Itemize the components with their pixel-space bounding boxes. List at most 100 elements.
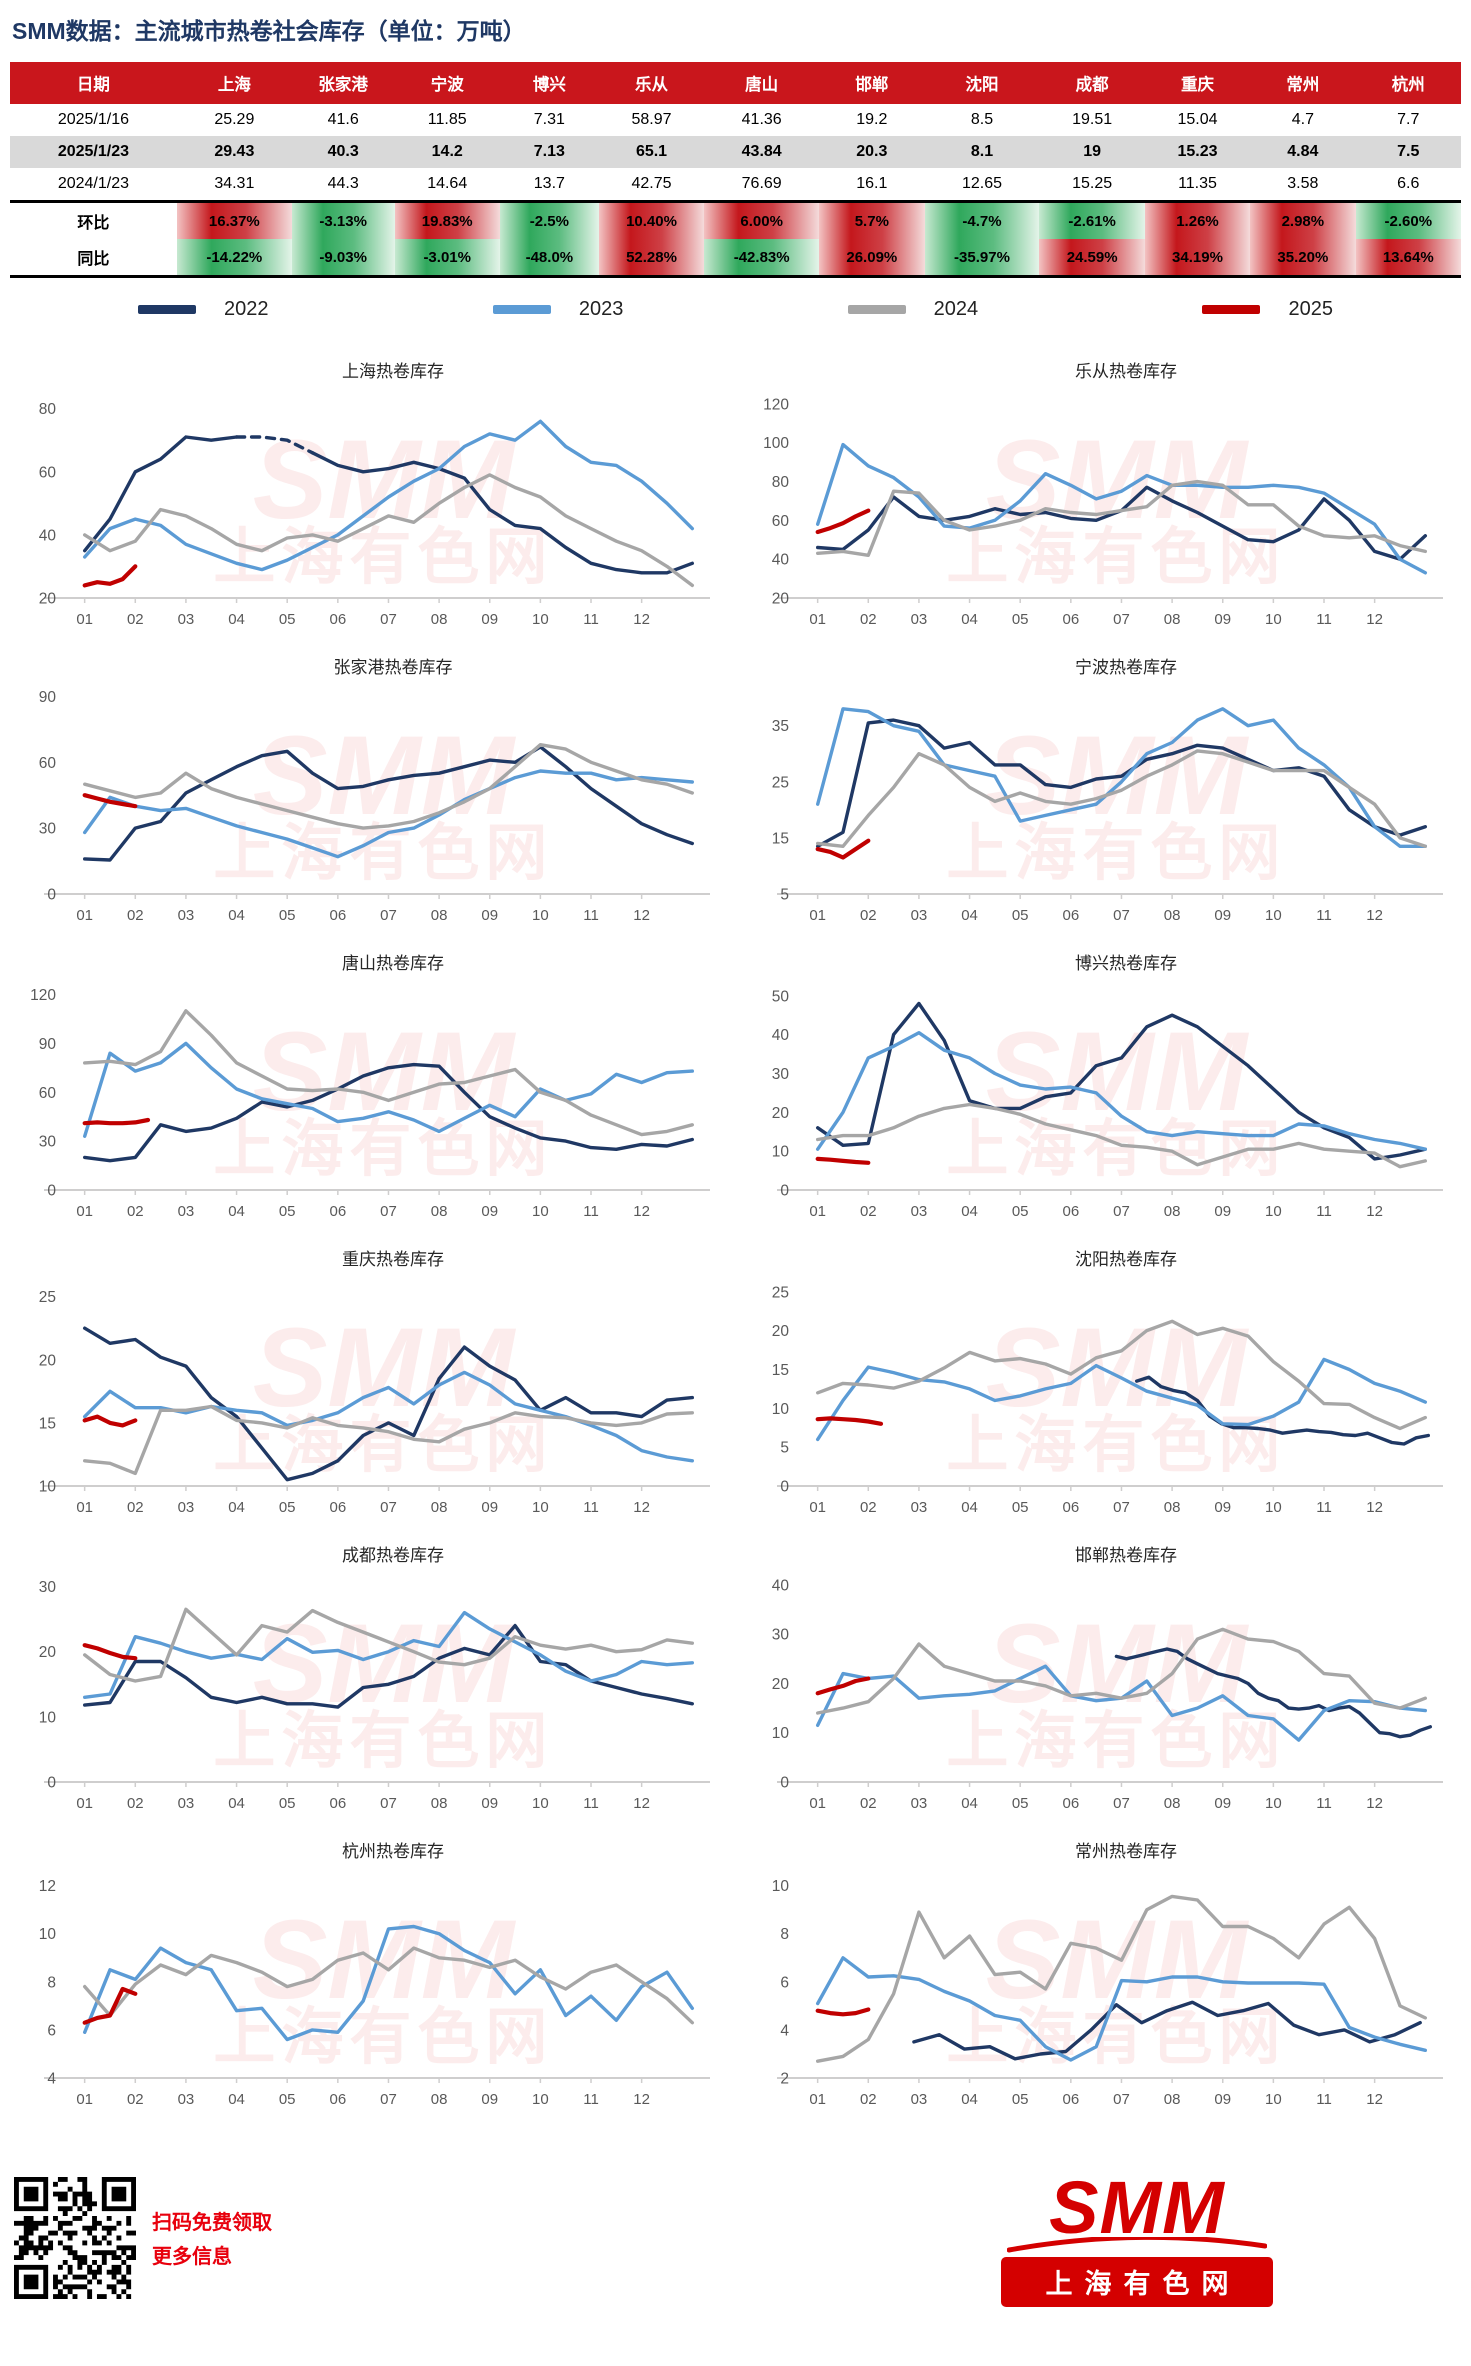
- svg-text:02: 02: [860, 2091, 877, 2108]
- svg-text:07: 07: [380, 1499, 397, 1516]
- chart-重庆热卷库存: SMM 上海有色网 重庆热卷库存 10 15 20 25 01 02 03 04 05 06 07 08 09…: [10, 1239, 728, 1535]
- pct-cell: 1.26%: [1144, 200, 1251, 239]
- value-cell: 15.25: [1072, 175, 1113, 192]
- svg-text:0: 0: [47, 1183, 56, 1200]
- svg-text:07: 07: [1113, 611, 1130, 628]
- svg-text:12: 12: [1366, 1203, 1383, 1220]
- table-body: 2025/1/16 25.29 41.6 11.85 7.31 58.97 41.36 19.…: [10, 104, 1461, 278]
- column-header: 常州: [1250, 62, 1356, 104]
- svg-text:120: 120: [763, 396, 789, 413]
- svg-text:10: 10: [1265, 1795, 1282, 1812]
- svg-text:4: 4: [47, 2071, 56, 2088]
- svg-text:04: 04: [961, 907, 978, 924]
- svg-text:07: 07: [1113, 907, 1130, 924]
- svg-text:20: 20: [39, 1644, 57, 1661]
- svg-text:07: 07: [380, 2091, 397, 2108]
- svg-text:03: 03: [178, 1795, 195, 1812]
- value-cell: 29.43: [176, 136, 292, 168]
- svg-text:01: 01: [76, 1499, 93, 1516]
- legend-item-2025: 2025: [1202, 298, 1333, 321]
- svg-text:10: 10: [1265, 907, 1282, 924]
- chart-canvas: 20 40 60 80 100 120 01 02 03 04 05 06 07 08 09 10 11 12: [763, 396, 1443, 628]
- svg-text:02: 02: [860, 1203, 877, 1220]
- svg-text:5: 5: [780, 1440, 789, 1457]
- svg-text:09: 09: [1214, 611, 1231, 628]
- svg-text:100: 100: [763, 435, 789, 452]
- svg-text:12: 12: [633, 907, 650, 924]
- svg-text:12: 12: [1366, 1795, 1383, 1812]
- chart-title: 宁波热卷库存: [1075, 658, 1177, 677]
- svg-text:30: 30: [772, 1066, 790, 1083]
- svg-text:10: 10: [1265, 1203, 1282, 1220]
- pct-cell: -14.22%: [176, 239, 292, 278]
- svg-text:10: 10: [39, 1479, 57, 1496]
- svg-text:60: 60: [39, 464, 57, 481]
- qr-caption-line1: 扫码免费领取: [152, 2212, 272, 2235]
- svg-text:09: 09: [481, 2091, 498, 2108]
- date-cell: 2025/1/23: [10, 136, 177, 168]
- table-row: 2025/1/16 25.29 41.6 11.85 7.31 58.97 41.36 19.…: [10, 104, 1461, 136]
- svg-text:05: 05: [1012, 611, 1029, 628]
- svg-text:60: 60: [39, 1085, 57, 1102]
- svg-text:08: 08: [431, 907, 448, 924]
- svg-text:03: 03: [911, 2091, 928, 2108]
- legend-swatch-icon: [1202, 305, 1261, 314]
- svg-text:10: 10: [532, 907, 549, 924]
- svg-text:08: 08: [1164, 611, 1181, 628]
- svg-text:09: 09: [481, 1795, 498, 1812]
- qr-path: [14, 2176, 136, 2299]
- chart-唐山热卷库存: SMM 上海有色网 唐山热卷库存 0 30 60 90 120 01 02 03 04 05 06 07 08…: [10, 943, 728, 1239]
- smm-logo-subtext: 上海有色网: [1001, 2257, 1273, 2308]
- column-header: 张家港: [291, 62, 395, 104]
- column-header: 唐山: [704, 62, 820, 104]
- pct-cell: -9.03%: [291, 239, 395, 278]
- svg-text:03: 03: [911, 1499, 928, 1516]
- chart-常州热卷库存: SMM 上海有色网 常州热卷库存 2 4 6 8 10 01 02 03 04 05 06 07 08 09 10…: [743, 1831, 1461, 2127]
- svg-text:12: 12: [1366, 1499, 1383, 1516]
- chart-上海热卷库存: SMM 上海有色网 上海热卷库存 20 40 60 80 01 02 03 04 05 06 07 08 09…: [10, 351, 728, 647]
- svg-text:30: 30: [39, 1134, 57, 1151]
- value-cell: 19: [1039, 136, 1145, 168]
- value-cell: 3.58: [1287, 175, 1319, 192]
- chart-canvas: 2 4 6 8 10 01 02 03 04 05 06 07 08 09 10 11 12: [772, 1878, 1443, 2108]
- svg-text:10: 10: [1265, 1499, 1282, 1516]
- pct-row: 环比 16.37% -3.13% 19.83% -2.5% 10.40% 6.00% 5.7%…: [10, 200, 1461, 239]
- svg-text:15: 15: [772, 1362, 789, 1379]
- svg-text:09: 09: [481, 907, 498, 924]
- svg-text:02: 02: [127, 907, 144, 924]
- value-cell: 6.6: [1397, 175, 1420, 192]
- svg-text:05: 05: [279, 2091, 296, 2108]
- svg-text:20: 20: [772, 1323, 790, 1340]
- svg-text:5: 5: [780, 887, 789, 904]
- chart-乐从热卷库存: SMM 上海有色网 乐从热卷库存 20 40 60 80 100 120 01 02 03 04 05 06…: [743, 351, 1461, 647]
- chart-成都热卷库存: SMM 上海有色网 成都热卷库存 0 10 20 30 01 02 03 04 05 06 07 08 09 1…: [10, 1535, 728, 1831]
- svg-text:09: 09: [481, 1499, 498, 1516]
- value-cell: 34.31: [214, 175, 255, 192]
- svg-text:04: 04: [961, 1795, 978, 1812]
- chart-宁波热卷库存: SMM 上海有色网 宁波热卷库存 5 15 25 35 01 02 03 04 05 06 07 08 09 1…: [743, 647, 1461, 943]
- svg-text:04: 04: [228, 907, 245, 924]
- svg-text:06: 06: [1062, 1203, 1079, 1220]
- svg-text:30: 30: [39, 821, 57, 838]
- svg-text:20: 20: [772, 591, 790, 608]
- chart-title: 常州热卷库存: [1075, 1842, 1177, 1861]
- svg-text:02: 02: [127, 611, 144, 628]
- svg-text:08: 08: [431, 611, 448, 628]
- svg-text:03: 03: [911, 1795, 928, 1812]
- svg-text:02: 02: [860, 1795, 877, 1812]
- chart-杭州热卷库存: SMM 上海有色网 杭州热卷库存 4 6 8 10 12 01 02 03 04 05 06 07 08 09 1…: [10, 1831, 728, 2127]
- svg-text:09: 09: [1214, 907, 1231, 924]
- svg-text:02: 02: [127, 1499, 144, 1516]
- value-cell: 7.7: [1397, 111, 1420, 128]
- svg-text:6: 6: [47, 2022, 56, 2039]
- chart-canvas: 5 15 25 35 01 02 03 04 05 06 07 08 09 10 11 12: [772, 707, 1443, 924]
- chart-title: 张家港热卷库存: [333, 658, 453, 677]
- chart-canvas: 0 30 60 90 01 02 03 04 05 06 07 08 09 10 11 12: [39, 689, 710, 924]
- svg-text:20: 20: [772, 1676, 790, 1693]
- value-cell: 8.1: [924, 136, 1040, 168]
- svg-text:12: 12: [633, 1203, 650, 1220]
- column-header: 上海: [176, 62, 292, 104]
- svg-text:11: 11: [583, 1795, 599, 1812]
- svg-text:20: 20: [772, 1105, 790, 1122]
- svg-text:20: 20: [39, 1352, 57, 1369]
